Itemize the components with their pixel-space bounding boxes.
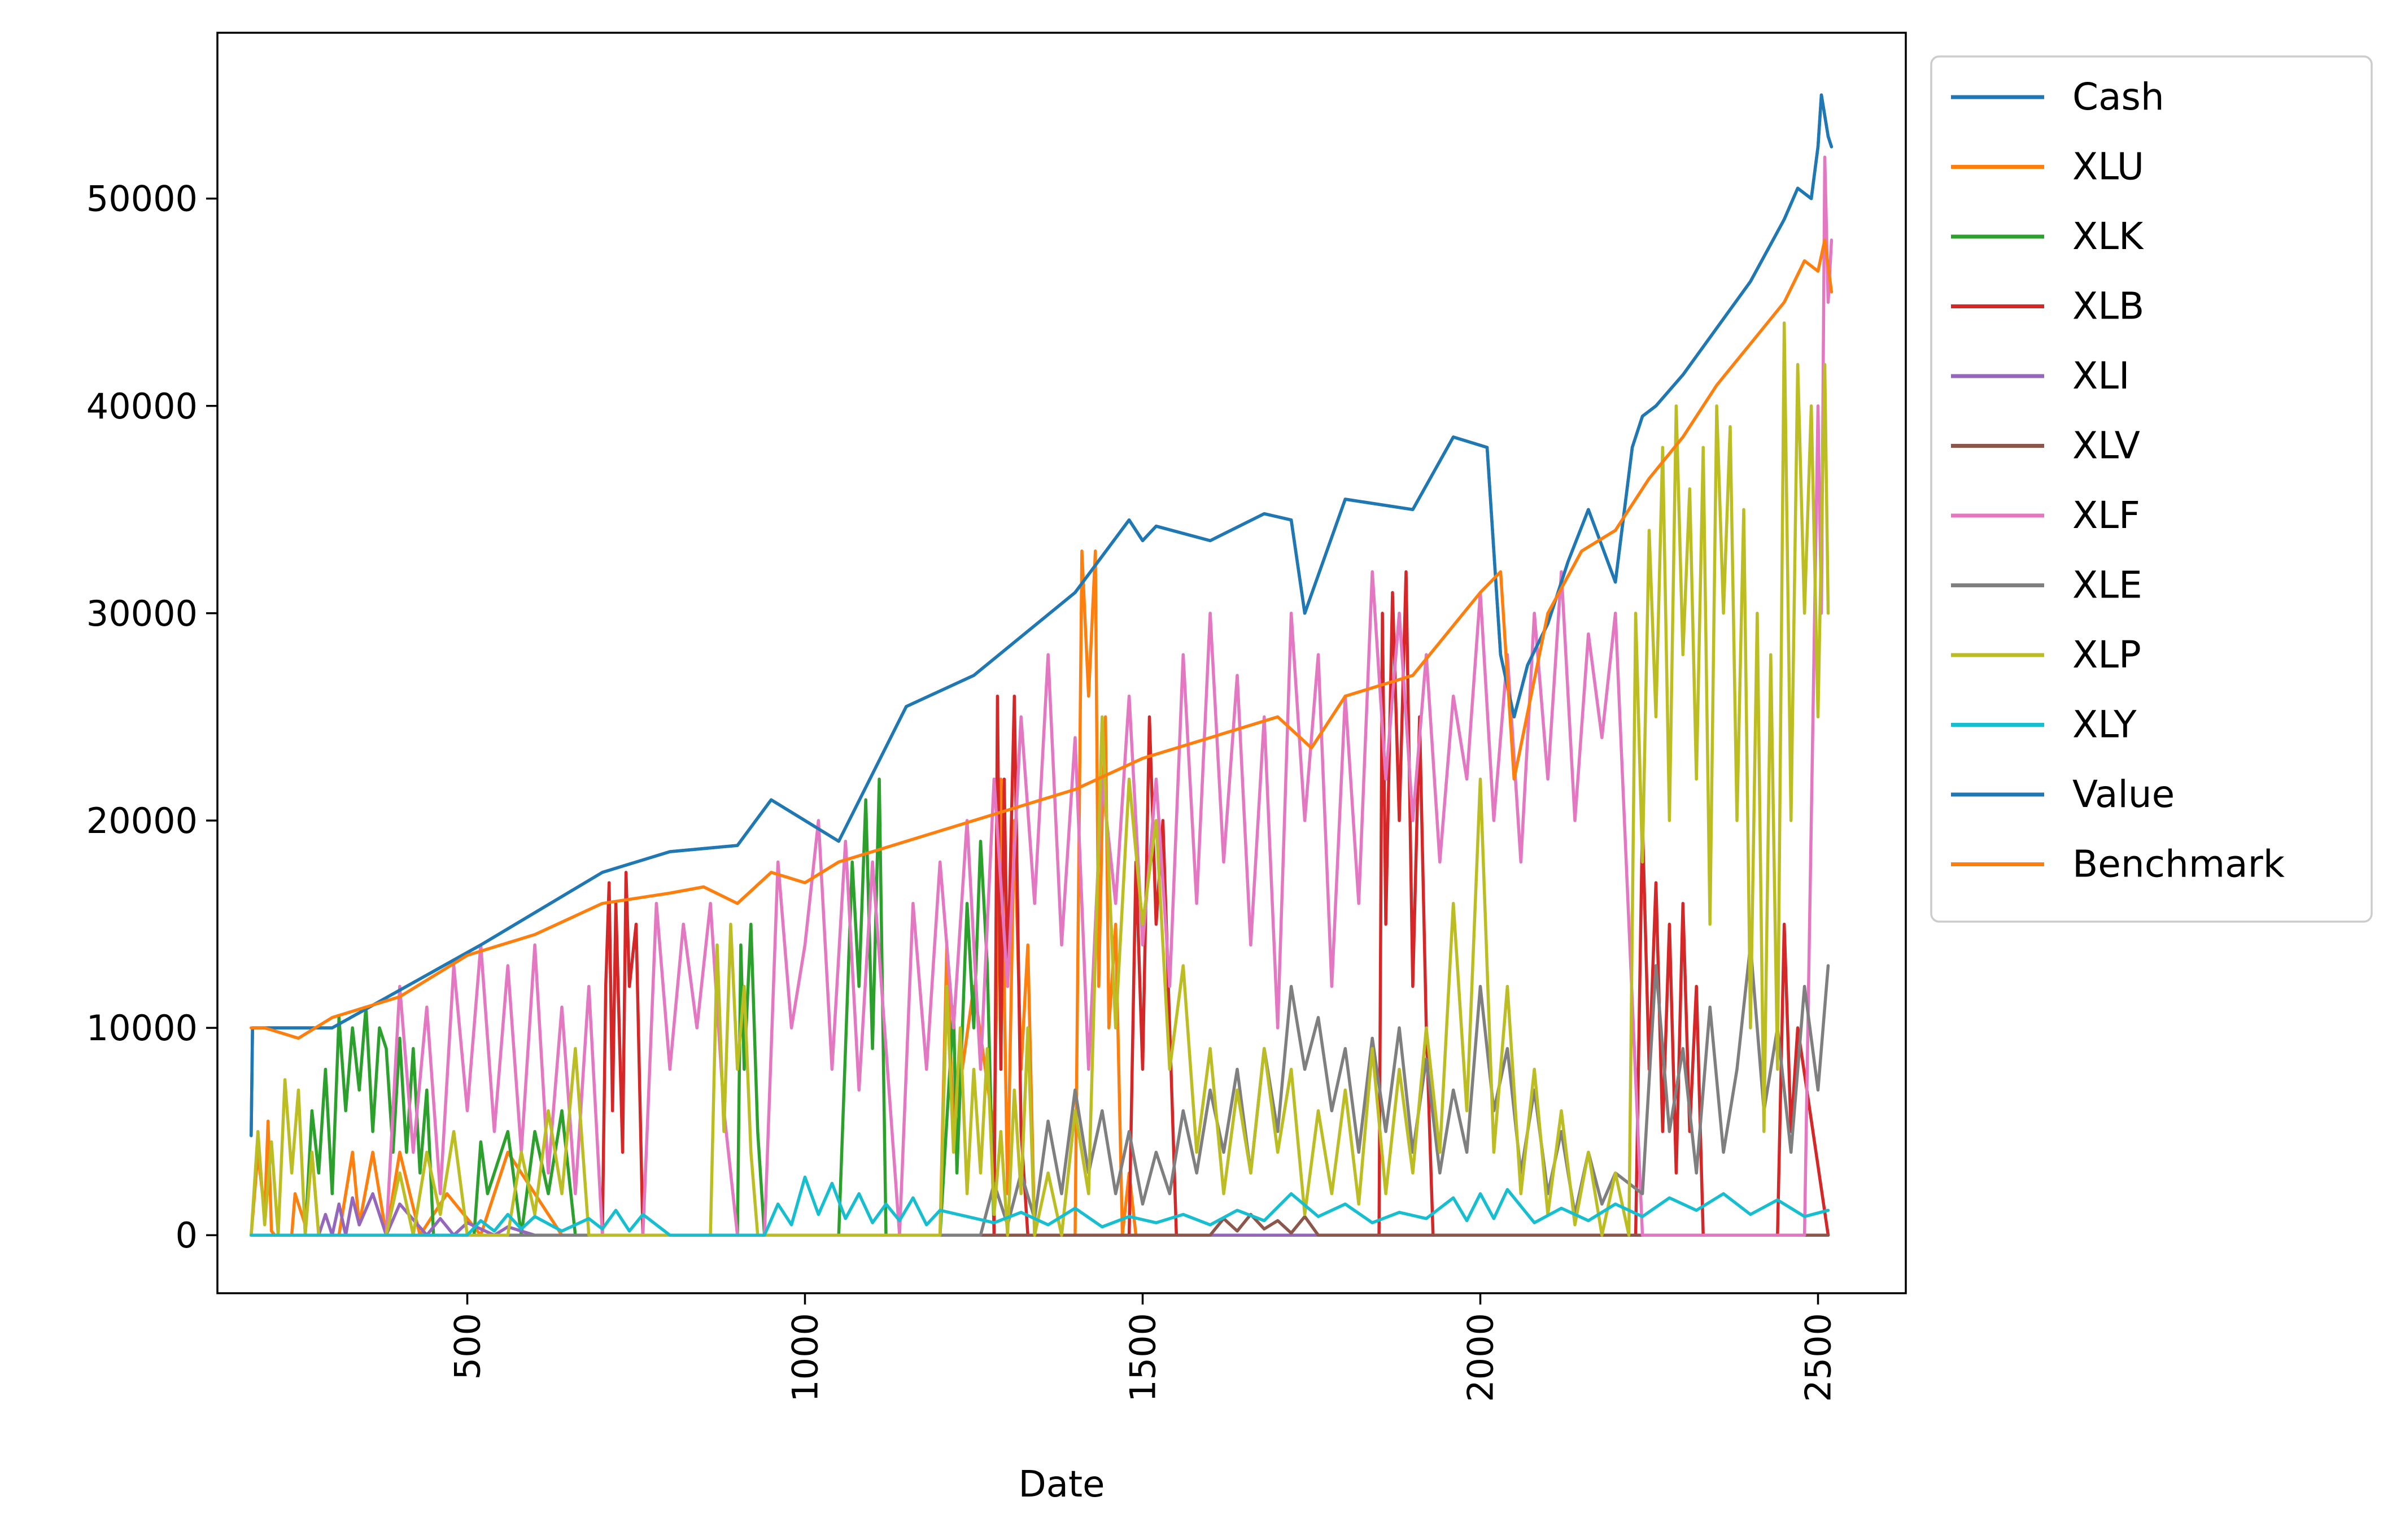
legend-entry-label: XLB (2072, 285, 2144, 328)
series-line-xlk (250, 777, 1830, 1237)
y-tick-label: 10000 (86, 1007, 198, 1049)
y-tick-label: 50000 (86, 178, 198, 220)
y-tick-label: 20000 (86, 800, 198, 841)
legend-entry-label: XLF (2072, 494, 2140, 537)
x-tick-label: 1500 (1123, 1313, 1164, 1402)
series-lines (250, 93, 1834, 1237)
legend-entry-label: Value (2072, 773, 2175, 816)
x-tick-label: 2000 (1460, 1313, 1501, 1402)
legend-entry-label: XLV (2072, 424, 2140, 468)
series-line-xly (250, 1175, 1830, 1237)
legend-box (1930, 55, 2373, 923)
legend-entry-label: XLP (2072, 633, 2141, 677)
legend-entry-label: XLI (2072, 354, 2129, 398)
y-tick-label: 40000 (86, 386, 198, 427)
x-axis-label: Date (1019, 1464, 1105, 1506)
series-line-benchmark (250, 238, 1834, 1040)
series-line-value (250, 93, 1834, 1137)
legend-entry-label: XLK (2072, 215, 2144, 258)
y-tick-label: 30000 (86, 593, 198, 634)
legend-entry-label: XLU (2072, 145, 2144, 189)
legend-entry-label: XLE (2072, 564, 2142, 607)
legend-entry-label: Cash (2072, 75, 2164, 119)
x-tick-label: 2500 (1798, 1313, 1839, 1402)
axes-frame (216, 32, 1907, 1294)
legend-entry-label: Benchmark (2072, 843, 2285, 886)
y-tick-label: 0 (176, 1215, 198, 1256)
legend: Cash XLU XLK XLB XLI XLV XLF XLE XLP XLY Value Benc… (1930, 55, 2373, 923)
x-tick-label: 500 (447, 1313, 488, 1380)
series-line-xle (250, 943, 1830, 1237)
x-tick-label: 1000 (785, 1313, 826, 1402)
series-line-xlp (250, 321, 1830, 1237)
legend-entry-label: XLY (2072, 703, 2137, 747)
axes: 0 10000 20000 30000 40000 50000 500 1000 1500 200… (86, 32, 1907, 1506)
series-line-xlv (250, 1212, 1830, 1237)
plot-area (250, 93, 1834, 1237)
